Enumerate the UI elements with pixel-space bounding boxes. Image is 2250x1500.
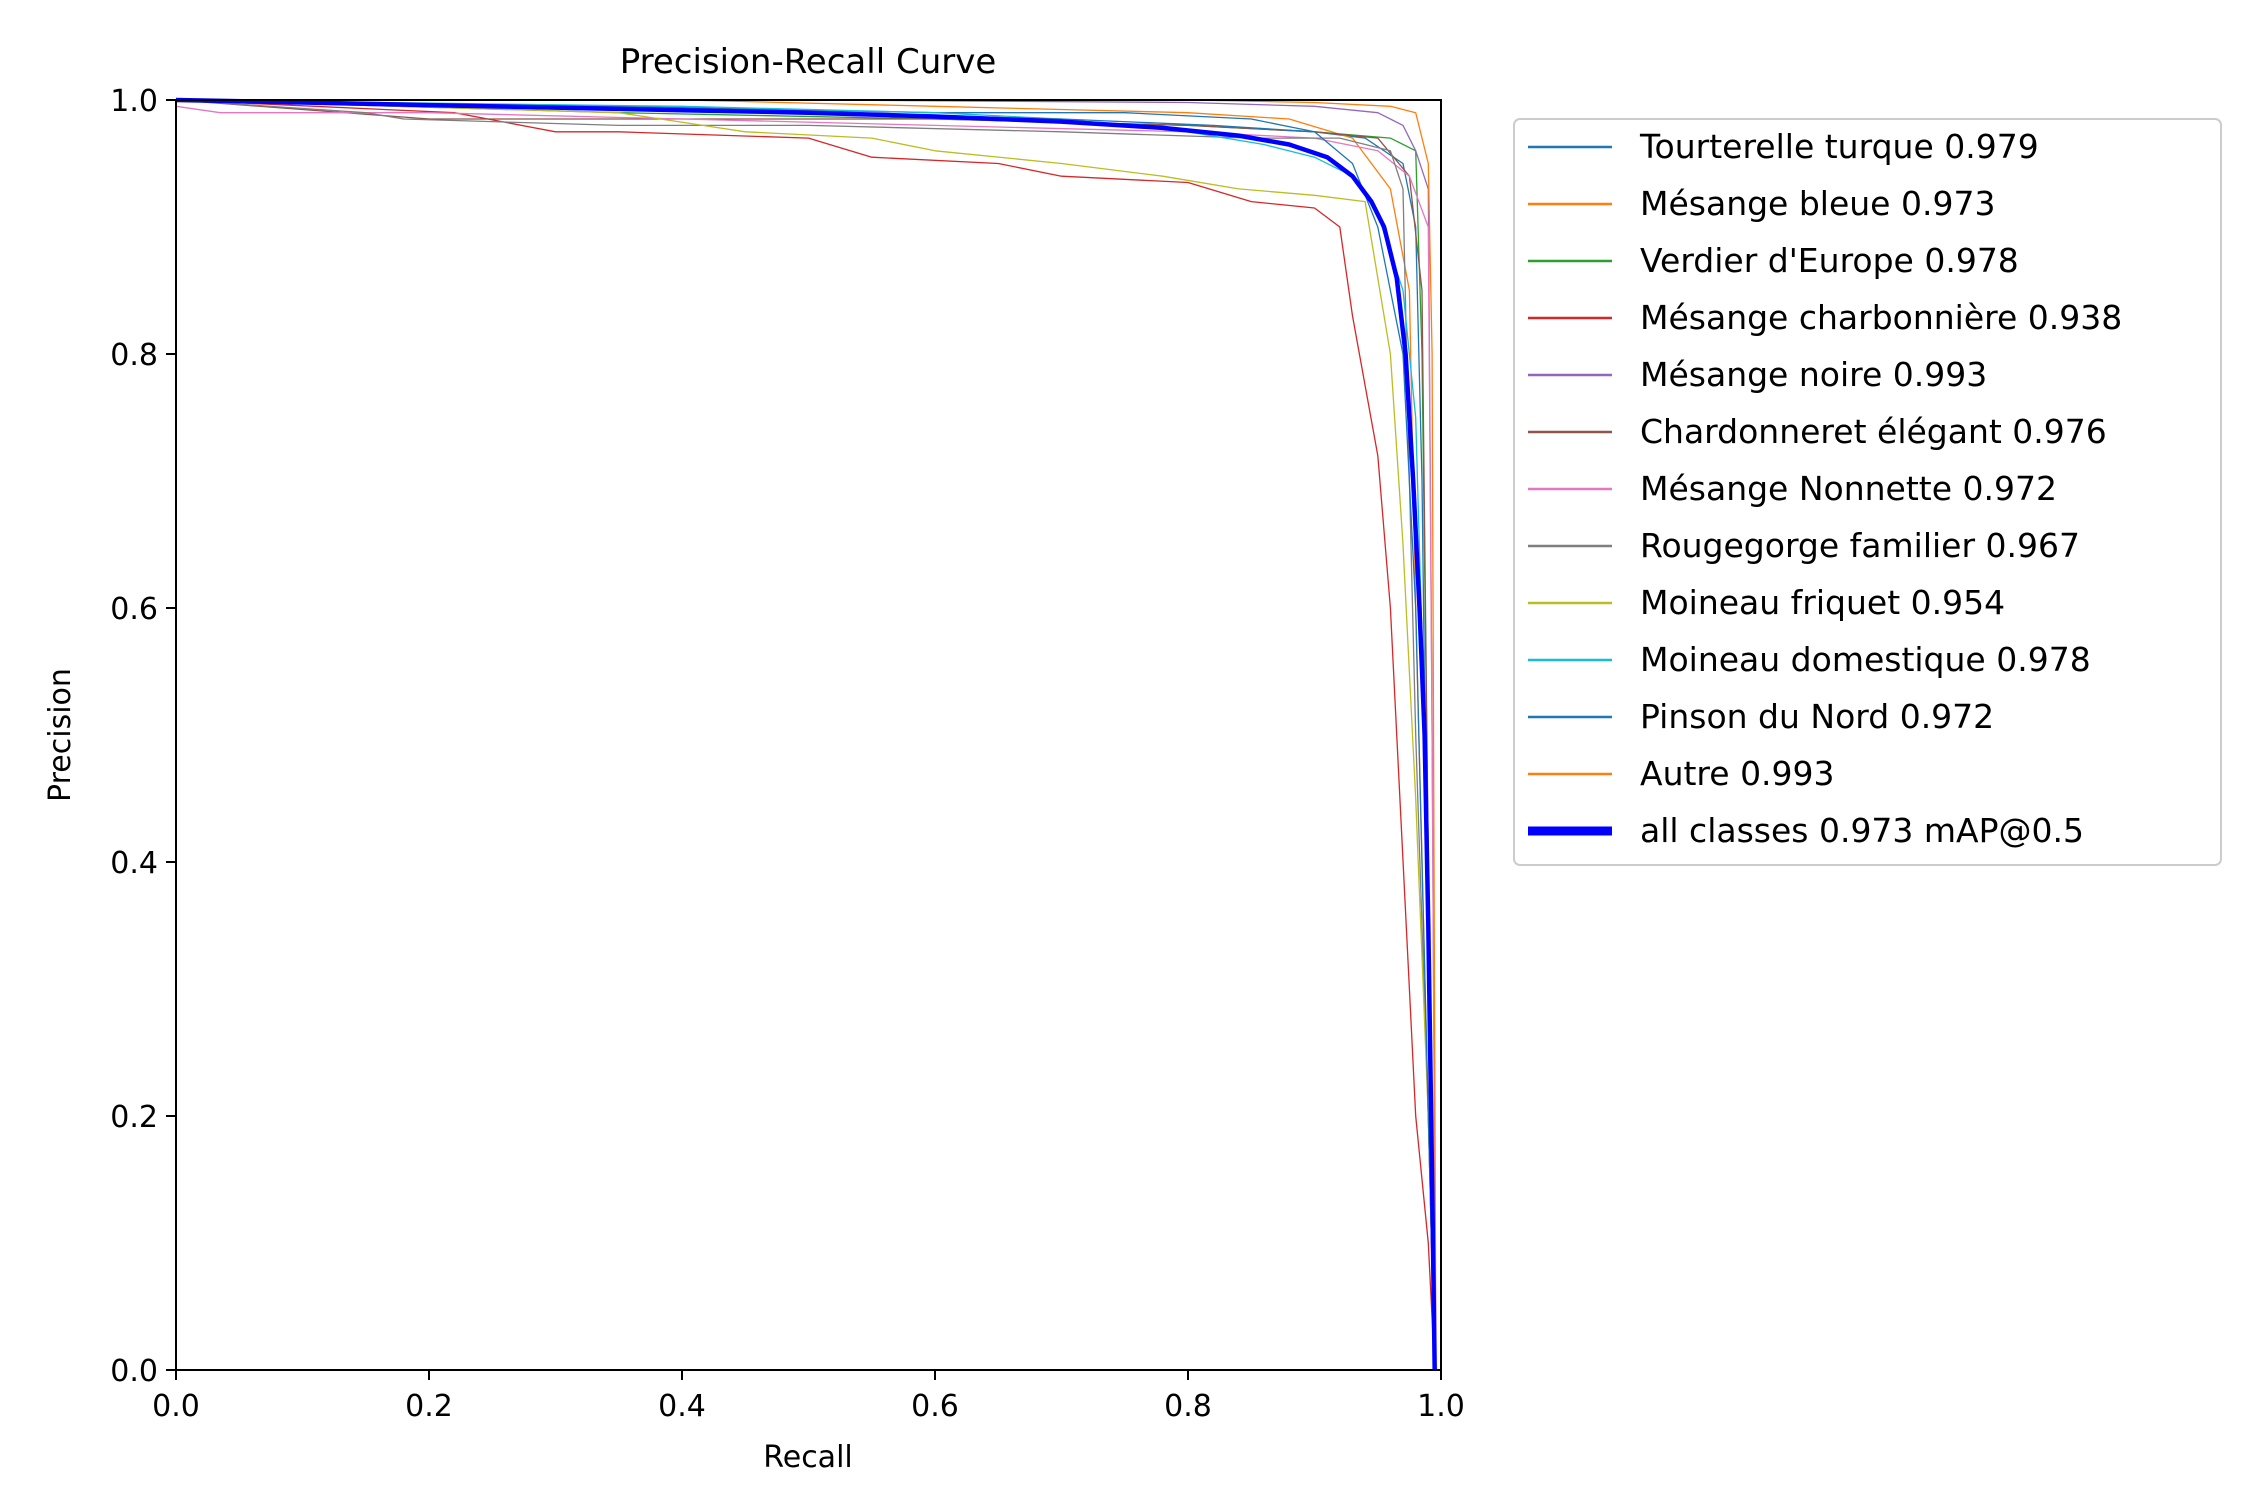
series-line-6	[175, 105, 1437, 1371]
x-axis-label: Recall	[763, 1440, 853, 1475]
legend-label: Moineau domestique 0.978	[1640, 640, 2091, 679]
x-tick-label: 0.0	[152, 1389, 200, 1424]
legend-label: Chardonneret élégant 0.976	[1640, 412, 2107, 451]
y-tick-label: 0.8	[110, 338, 158, 373]
y-tick-label: 0.6	[110, 592, 158, 627]
series-line-12	[175, 97, 1437, 1371]
axis-ticks: 0.0 0.2 0.4 0.6 0.8 1.0 0.0 0.2 0.4 0.6 0.8 1.0	[110, 84, 1465, 1424]
legend-label: Mésange bleue 0.973	[1640, 184, 1995, 223]
x-tick-label: 0.8	[1164, 1389, 1212, 1424]
chart-title: Precision-Recall Curve	[620, 42, 997, 82]
y-tick-label: 0.2	[110, 1100, 158, 1135]
y-tick-label: 1.0	[110, 84, 158, 119]
x-tick-label: 0.2	[405, 1389, 453, 1424]
legend-label: Tourterelle turque 0.979	[1639, 127, 2039, 166]
series-line-8	[175, 99, 1436, 1371]
legend-box	[1513, 118, 2222, 866]
legend-label: Mésange charbonnière 0.938	[1640, 298, 2122, 337]
legend-label: Pinson du Nord 0.972	[1640, 697, 1994, 736]
series-line-9	[175, 99, 1436, 1371]
legend: Tourterelle turque 0.979 Mésange bleue 0.…	[1513, 118, 2222, 866]
y-tick-label: 0.0	[110, 1354, 158, 1389]
legend-label: Rougegorge familier 0.967	[1640, 526, 2080, 565]
x-tick-label: 0.6	[911, 1389, 959, 1424]
y-axis-label: Precision	[43, 668, 78, 802]
series-line-3	[175, 99, 1436, 1371]
plot-frame	[175, 99, 1442, 1371]
y-tick-label: 0.4	[110, 846, 158, 881]
x-tick-label: 1.0	[1417, 1389, 1465, 1424]
legend-label: Autre 0.993	[1640, 754, 1835, 793]
legend-label: Moineau friquet 0.954	[1640, 583, 2005, 622]
legend-label: all classes 0.973 mAP@0.5	[1640, 811, 2084, 850]
legend-label: Mésange noire 0.993	[1640, 355, 1987, 394]
plot-area	[175, 97, 1437, 1371]
legend-label: Mésange Nonnette 0.972	[1640, 469, 2057, 508]
legend-label: Verdier d'Europe 0.978	[1640, 241, 2019, 280]
x-tick-label: 0.4	[658, 1389, 706, 1424]
series-line-7	[175, 99, 1436, 1371]
